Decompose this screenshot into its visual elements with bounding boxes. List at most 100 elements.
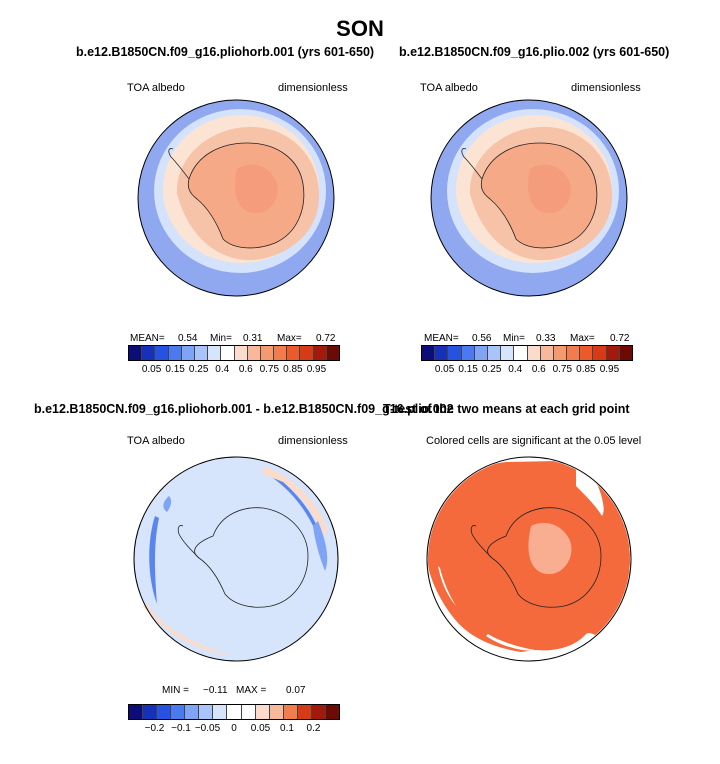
panel1-mean: 0.54 xyxy=(178,333,198,344)
colorbar-tick-label: 0.15 xyxy=(165,364,185,375)
colorbar-swatch xyxy=(234,346,248,360)
colorbar-swatch xyxy=(213,705,228,719)
panel3-units: dimensionless xyxy=(278,435,348,447)
panel1-map xyxy=(137,99,335,297)
panel3-colorbar xyxy=(128,704,340,720)
panel3-title: b.e12.B1850CN.f09_g16.pliohorb.001 - b.e… xyxy=(34,402,454,416)
colorbar-tick-label: 0.4 xyxy=(215,364,230,375)
panel2-map xyxy=(430,99,628,297)
colorbar-tick-label: 0.85 xyxy=(576,364,596,375)
colorbar-swatch xyxy=(501,346,515,360)
colorbar-swatch xyxy=(168,346,182,360)
colorbar-swatch xyxy=(297,705,312,719)
page-title: SON xyxy=(336,16,384,41)
panel1-max-label: Max= xyxy=(277,333,302,344)
colorbar-tick-label: −0.1 xyxy=(171,723,191,734)
colorbar-swatch xyxy=(129,346,143,360)
panel2-frame xyxy=(430,99,628,297)
colorbar-tick-label: 0.4 xyxy=(508,364,523,375)
colorbar-swatch xyxy=(474,346,488,360)
panel4-peninsula xyxy=(470,525,493,559)
colorbar-swatch xyxy=(435,346,449,360)
colorbar-tick-label: 0.25 xyxy=(188,364,209,375)
colorbar-tick-label: 0.6 xyxy=(238,364,253,375)
colorbar-tick-label: 0.15 xyxy=(458,364,478,375)
panel3-negative-blob xyxy=(163,496,172,512)
colorbar-swatch xyxy=(580,346,594,360)
panel1-mean-label: MEAN= xyxy=(130,333,165,344)
panel4-map xyxy=(426,456,632,662)
colorbar-tick-label: 0.1 xyxy=(280,723,294,734)
panel3-min-label: MIN = xyxy=(162,685,189,696)
panel1-field: TOA albedo xyxy=(127,82,185,94)
colorbar-swatch xyxy=(593,346,607,360)
panel1-frame xyxy=(137,99,335,297)
colorbar-tick-label: 0 xyxy=(231,723,237,734)
colorbar-tick-label: 0.25 xyxy=(481,364,502,375)
panel2-min-label: Min= xyxy=(503,333,525,344)
colorbar-swatch xyxy=(208,346,222,360)
colorbar-swatch xyxy=(241,705,256,719)
colorbar-swatch xyxy=(129,705,144,719)
colorbar-swatch xyxy=(142,346,156,360)
colorbar-swatch xyxy=(313,346,327,360)
colorbar-tick-label: 0.05 xyxy=(434,364,455,375)
colorbar-swatch xyxy=(422,346,436,360)
colorbar-tick-label: 0.05 xyxy=(250,723,271,734)
colorbar-swatch xyxy=(274,346,288,360)
colorbar-swatch xyxy=(487,346,502,360)
colorbar-swatch xyxy=(260,346,275,360)
panel1-plateau xyxy=(234,164,278,214)
colorbar-swatch xyxy=(326,346,339,360)
colorbar-swatch xyxy=(619,346,632,360)
colorbar-tick-label: 0.2 xyxy=(306,723,321,734)
colorbar-tick-label: 0.95 xyxy=(599,364,620,375)
colorbar-swatch xyxy=(606,346,620,360)
panel4-gap-1 xyxy=(576,466,604,516)
panel4-interior-gap xyxy=(528,522,572,575)
colorbar-tick-label: 0.75 xyxy=(552,364,573,375)
panel3-max-label: MAX = xyxy=(236,685,267,696)
colorbar-swatch xyxy=(227,705,242,719)
colorbar-swatch xyxy=(181,346,195,360)
panel2-max: 0.72 xyxy=(610,333,630,344)
panel3-field: TOA albedo xyxy=(127,435,185,447)
panel3-min: −0.11 xyxy=(203,685,228,696)
panel3-max: 0.07 xyxy=(286,685,306,696)
panel3-negative-arc-3 xyxy=(149,516,159,604)
colorbar-swatch xyxy=(553,346,568,360)
colorbar-swatch xyxy=(283,705,298,719)
panel2-units: dimensionless xyxy=(571,82,641,94)
colorbar-swatch xyxy=(185,705,200,719)
colorbar-swatch xyxy=(325,705,339,719)
panel1-min-label: Min= xyxy=(210,333,232,344)
colorbar-swatch xyxy=(221,346,235,360)
colorbar-tick-label: 0.95 xyxy=(306,364,327,375)
colorbar-swatch xyxy=(247,346,261,360)
panel3-frame xyxy=(133,456,339,662)
panel2-mean: 0.56 xyxy=(472,333,492,344)
panel2-colorbar xyxy=(421,345,633,361)
colorbar-tick-label: 0.6 xyxy=(531,364,546,375)
panel4-gap-2 xyxy=(438,566,456,606)
panel4-note: Colored cells are significant at the 0.0… xyxy=(426,435,642,447)
colorbar-swatch xyxy=(157,705,172,719)
colorbar-swatch xyxy=(171,705,186,719)
panel2-peninsula xyxy=(461,148,483,180)
panel3-negative-arc-2 xyxy=(313,521,328,571)
panel3-positive-arc-1 xyxy=(263,466,328,536)
colorbar-tick-label: −0.05 xyxy=(194,723,221,734)
panel4-title: T-test of the two means at each grid poi… xyxy=(383,402,630,416)
colorbar-swatch xyxy=(448,346,462,360)
panel3-peninsula xyxy=(177,525,200,559)
colorbar-swatch xyxy=(269,705,284,719)
colorbar-tick-label: 0.05 xyxy=(141,364,162,375)
panel1-title: b.e12.B1850CN.f09_g16.pliohorb.001 (yrs … xyxy=(76,45,375,59)
panel2-title: b.e12.B1850CN.f09_g16.plio.002 (yrs 601-… xyxy=(399,45,670,59)
panel4-gap-3 xyxy=(486,634,541,652)
colorbar-tick-label: 0.85 xyxy=(283,364,303,375)
panel3-antarctica xyxy=(194,507,309,608)
colorbar-swatch xyxy=(514,346,528,360)
panel1-colorbar xyxy=(128,345,340,361)
colorbar-tick-label: 0.75 xyxy=(259,364,280,375)
